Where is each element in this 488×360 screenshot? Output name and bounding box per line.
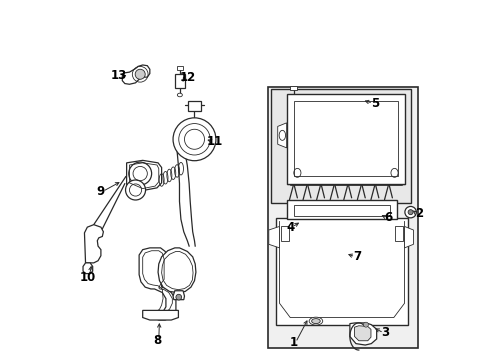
Bar [267,87,417,348]
Circle shape [404,206,415,218]
Polygon shape [268,226,279,248]
Bar [286,94,405,184]
Polygon shape [139,248,176,320]
Text: 1: 1 [289,336,297,349]
Polygon shape [173,291,184,300]
Text: 13: 13 [110,69,126,82]
Circle shape [125,180,145,200]
Text: 2: 2 [414,207,422,220]
Polygon shape [158,248,196,293]
Polygon shape [349,323,376,345]
Bar [176,66,183,70]
Bar [293,102,397,176]
Circle shape [363,322,367,327]
Circle shape [407,210,412,215]
Polygon shape [354,326,370,341]
Polygon shape [126,160,162,191]
Polygon shape [394,226,403,241]
Ellipse shape [177,93,182,97]
Bar [271,89,410,203]
Bar [175,74,184,88]
Text: 3: 3 [381,327,389,339]
Text: 8: 8 [153,333,161,347]
Text: 12: 12 [179,71,195,84]
Circle shape [135,69,145,79]
Ellipse shape [311,319,320,324]
Circle shape [176,294,181,300]
Text: 4: 4 [285,221,294,234]
Polygon shape [280,226,288,241]
Polygon shape [277,123,286,148]
Text: 11: 11 [206,135,223,148]
Bar [275,217,407,325]
Bar [286,200,397,219]
Bar [293,205,389,216]
Text: 6: 6 [384,211,392,224]
Bar [290,86,297,90]
Polygon shape [83,263,93,274]
Text: 7: 7 [352,250,360,263]
Polygon shape [142,310,178,320]
Ellipse shape [308,317,322,325]
Polygon shape [404,226,413,248]
Circle shape [128,162,151,185]
Text: 10: 10 [79,271,95,284]
Text: 5: 5 [370,97,378,110]
Polygon shape [84,225,103,263]
Circle shape [173,118,216,161]
Bar [188,101,201,111]
Polygon shape [122,65,149,84]
Text: 9: 9 [97,185,105,198]
